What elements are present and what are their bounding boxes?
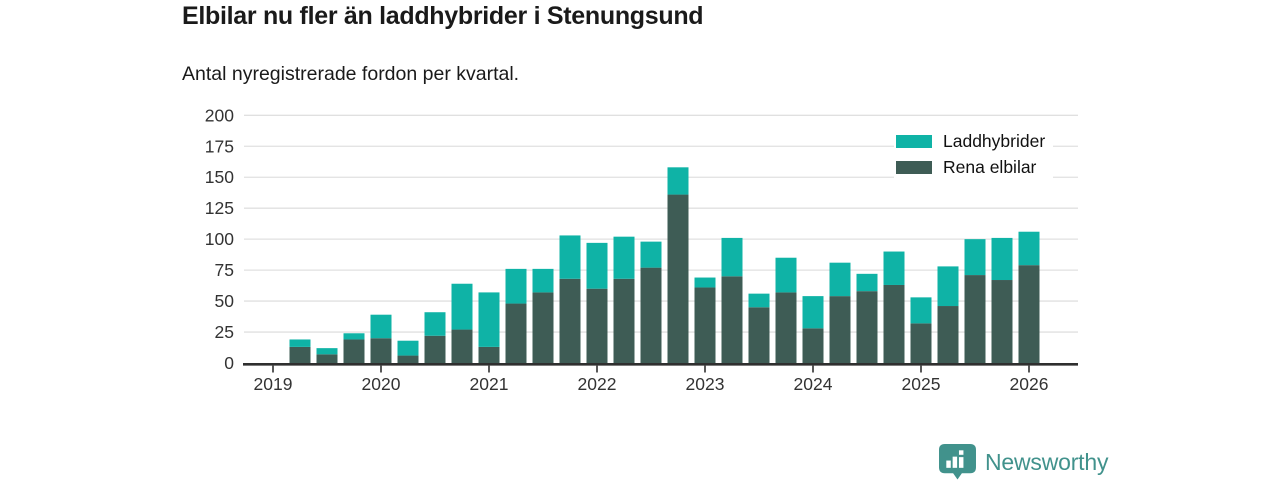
bar-segment — [397, 340, 419, 356]
y-axis-label: 0 — [224, 353, 234, 373]
bar-segment — [451, 283, 473, 330]
bar-segment — [964, 239, 986, 276]
bar-segment — [370, 314, 392, 339]
bar-segment — [883, 251, 905, 285]
bar-segment — [343, 333, 365, 340]
y-axis-label: 50 — [215, 291, 235, 311]
x-axis-label: 2025 — [902, 374, 941, 394]
bar-segment — [586, 288, 608, 363]
bar-segment — [856, 291, 878, 363]
bar-segment — [613, 236, 635, 279]
x-axis-label: 2021 — [470, 374, 509, 394]
bar-segment — [505, 303, 527, 363]
bar-segment — [1018, 265, 1040, 363]
legend-item-laddhybrider: Laddhybrider — [894, 128, 1054, 154]
bar-segment — [316, 348, 338, 355]
x-axis-label: 2022 — [578, 374, 617, 394]
legend-label-rena-elbilar: Rena elbilar — [943, 156, 1037, 177]
x-axis-label: 2019 — [254, 374, 293, 394]
bar-segment — [721, 237, 743, 277]
bar-segment — [748, 307, 770, 363]
bar-segment — [1018, 231, 1040, 266]
bar-segment — [478, 346, 500, 363]
chart-subtitle: Antal nyregistrerade fordon per kvartal. — [182, 63, 520, 85]
bar-segment — [937, 306, 959, 363]
bar-segment — [424, 335, 446, 363]
bar-segment — [613, 278, 635, 363]
y-axis-label: 25 — [215, 322, 234, 342]
bar-segment — [721, 276, 743, 363]
bar-segment — [829, 262, 851, 297]
bar-segment — [397, 355, 419, 363]
y-axis-label: 175 — [205, 136, 234, 156]
bar-segment — [640, 241, 662, 268]
y-axis-label: 200 — [205, 105, 234, 125]
bar-segment — [424, 312, 446, 336]
bar-segment — [991, 237, 1013, 281]
bar-segment — [370, 338, 392, 363]
newsworthy-pin-barchart-icon — [939, 444, 976, 480]
y-axis-label: 100 — [205, 229, 234, 249]
legend-item-rena-elbilar: Rena elbilar — [894, 154, 1054, 180]
legend: Laddhybrider Rena elbilar — [894, 128, 1054, 180]
chart-title: Elbilar nu fler än laddhybrider i Stenun… — [182, 2, 704, 30]
bar-segment — [937, 266, 959, 307]
x-axis-label: 2024 — [794, 374, 833, 394]
newsworthy-logo[interactable]: Newsworthy — [939, 444, 1108, 480]
bar-segment — [316, 354, 338, 363]
bar-segment — [532, 292, 554, 363]
bar-segment — [586, 242, 608, 289]
bar-segment — [883, 284, 905, 363]
bar-segment — [640, 267, 662, 363]
x-axis-label: 2023 — [686, 374, 725, 394]
bar-segment — [775, 257, 797, 293]
bar-segment — [910, 323, 932, 363]
bar-segment — [910, 297, 932, 324]
y-axis-label: 150 — [205, 167, 234, 187]
bar-segment — [289, 339, 311, 347]
bar-segment — [694, 277, 716, 288]
newsworthy-logo-text: Newsworthy — [985, 448, 1109, 475]
bar-segment — [991, 280, 1013, 363]
legend-swatch-rena-elbilar-icon — [896, 160, 932, 174]
bar-segment — [667, 194, 689, 363]
bar-segment — [856, 273, 878, 292]
bar-segment — [667, 167, 689, 195]
bar-segment — [451, 329, 473, 363]
bar-segment — [559, 278, 581, 363]
bar-segment — [694, 287, 716, 363]
y-axis-label: 125 — [205, 198, 234, 218]
bar-segment — [505, 268, 527, 304]
bar-segment — [748, 293, 770, 308]
bar-segment — [964, 275, 986, 363]
bar-segment — [829, 296, 851, 363]
bar-segment — [802, 328, 824, 363]
legend-label-laddhybrider: Laddhybrider — [943, 130, 1046, 151]
bar-segment — [289, 346, 311, 363]
x-axis-label: 2026 — [1010, 374, 1049, 394]
bar-segment — [775, 292, 797, 363]
bar-segment — [802, 296, 824, 329]
bar-segment — [478, 292, 500, 347]
x-axis-label: 2020 — [362, 374, 401, 394]
bar-segment — [343, 339, 365, 363]
y-axis-label: 75 — [215, 260, 234, 280]
legend-swatch-laddhybrider-icon — [896, 134, 932, 148]
bar-segment — [559, 235, 581, 279]
bar-segment — [532, 268, 554, 293]
